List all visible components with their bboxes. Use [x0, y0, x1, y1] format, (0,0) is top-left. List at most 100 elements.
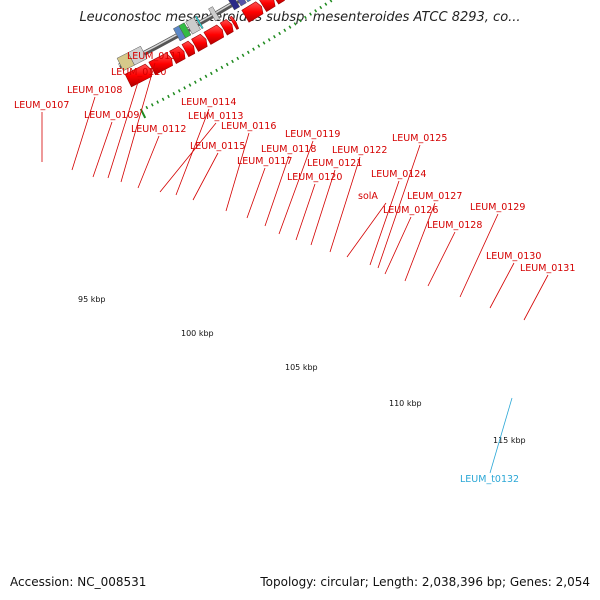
gene-arrow — [229, 15, 240, 30]
gene-label-leader — [120, 62, 156, 183]
scale-label: 100 kbp — [181, 329, 214, 338]
accession-text: Accession: NC_008531 — [10, 575, 147, 589]
gene-label: LEUM_0110 — [111, 67, 166, 78]
ruler-tick — [319, 5, 323, 10]
gene-label-leader — [369, 180, 400, 266]
gene-label-leader — [329, 156, 361, 253]
ruler-tick — [231, 59, 234, 64]
gene-arrow — [191, 33, 208, 52]
scale-label: 105 kbp — [285, 363, 318, 372]
gene-arrow — [124, 63, 152, 88]
cog-box — [246, 0, 252, 3]
ruler-tick — [225, 62, 229, 67]
cog-box — [185, 17, 201, 35]
scale-ticks-layer — [139, 0, 333, 119]
ruler-tick — [303, 15, 307, 20]
gene-label-leader — [346, 202, 387, 258]
gene-label-leader — [384, 216, 412, 275]
gene-label-leader — [459, 213, 499, 298]
gene-label: LEUM_0125 — [392, 133, 447, 144]
gene-arrow — [148, 52, 173, 76]
gene-label: LEUM_0114 — [181, 97, 236, 108]
gene-arrows-layer — [124, 0, 285, 88]
gene-label-leader — [310, 169, 336, 246]
gene-label: LEUM_0118 — [261, 144, 316, 155]
ruler-tick — [246, 50, 250, 54]
cog-box — [178, 22, 192, 39]
gene-label-leader — [523, 274, 549, 321]
ruler-tick — [262, 41, 266, 45]
gene-label: solA — [358, 191, 378, 202]
cog-box — [194, 15, 204, 30]
gene-label: LEUM_0115 — [190, 141, 245, 152]
genome-summary-text: Topology: circular; Length: 2,038,396 bp… — [260, 575, 590, 589]
gene-label: LEUM_0126 — [383, 205, 438, 216]
ruler-tick — [209, 71, 213, 76]
gene-label-leader — [192, 152, 219, 201]
gene-label-leader — [427, 231, 456, 287]
ruler-tick — [257, 44, 261, 48]
gene-label-leader — [264, 155, 290, 227]
ruler-tick — [193, 80, 197, 84]
gene-label: LEUM_0117 — [237, 156, 292, 167]
gene-label-leader — [489, 262, 515, 309]
gene-label: LEUM_0127 — [407, 191, 462, 202]
ruler-tick — [241, 53, 245, 58]
cog-boxes-layer — [116, 0, 252, 72]
gene-label-leader — [278, 140, 314, 235]
gene-label-leader — [246, 167, 266, 219]
cog-box — [208, 6, 220, 22]
ruler-tick — [204, 74, 208, 79]
gene-arrow — [219, 19, 234, 36]
ruler-tick — [220, 65, 224, 70]
ruler-tick — [167, 94, 170, 99]
gene-label: LEUM_0108 — [67, 85, 122, 96]
cog-box — [228, 0, 241, 11]
ruler-tick — [324, 2, 328, 6]
gene-label-leader — [71, 96, 96, 171]
ruler-tick — [156, 100, 160, 104]
gene-arrow — [241, 1, 264, 23]
gene-arrow — [203, 24, 225, 45]
ruler-tick — [288, 25, 292, 29]
gene-arrow — [181, 40, 196, 58]
trna-label-leader — [489, 397, 513, 474]
gene-label: LEUM_0121 — [307, 158, 362, 169]
gene-label: LEUM_0112 — [131, 124, 186, 135]
gene-label: LEUM_0107 — [14, 100, 69, 111]
trna-label: LEUM_t0132 — [460, 474, 519, 485]
ruler-tick — [150, 103, 154, 107]
gene-label: LEUM_0129 — [470, 202, 525, 213]
gene-label: LEUM_0111 — [127, 51, 182, 62]
gene-label: LEUM_0120 — [287, 172, 342, 183]
gene-label-leader — [107, 78, 140, 179]
ruler-tick — [273, 35, 276, 39]
gene-label: LEUM_0130 — [486, 251, 541, 262]
gene-label-leader — [377, 144, 421, 269]
ruler-tick — [177, 89, 181, 93]
gene-label: LEUM_0131 — [520, 263, 575, 274]
ruler-tick — [278, 31, 282, 36]
ruler-tick — [183, 86, 187, 90]
gene-label-leader — [137, 135, 160, 189]
scale-label: 110 kbp — [389, 399, 422, 408]
ruler-tick — [161, 97, 165, 101]
ruler-tick — [172, 91, 176, 96]
gene-arrow — [259, 0, 276, 13]
gene-arrow — [275, 0, 285, 5]
scale-label: 95 kbp — [78, 295, 106, 304]
scale-label: 115 kbp — [493, 436, 526, 445]
gene-label-leader — [159, 122, 217, 193]
gene-label-leader — [92, 121, 113, 178]
gene-arrow — [169, 46, 186, 64]
gene-label: LEUM_0128 — [427, 220, 482, 231]
gene-label-leader — [225, 132, 250, 212]
ruler-tick — [215, 68, 219, 73]
ruler-tick — [236, 56, 240, 61]
ruler-tick — [298, 18, 302, 23]
cog-box — [237, 0, 247, 7]
ruler-tick — [188, 83, 192, 87]
gene-label-leader — [175, 108, 210, 196]
gene-label: LEUM_0119 — [285, 129, 340, 140]
